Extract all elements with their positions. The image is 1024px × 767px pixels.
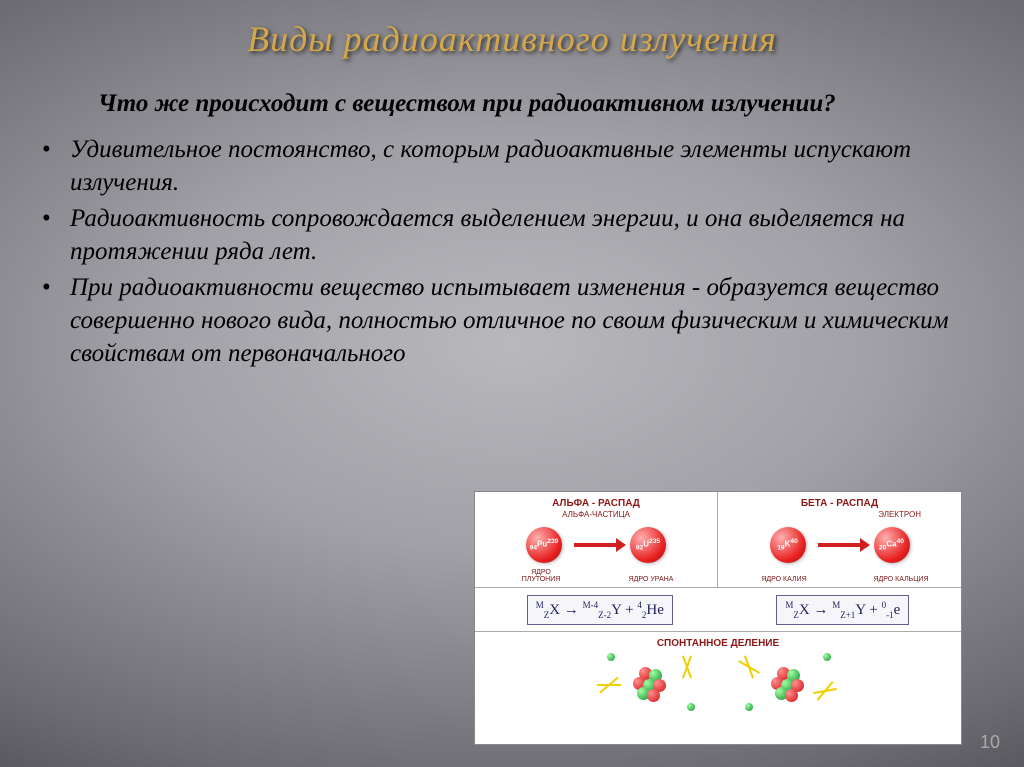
bullet-text: Удивительное постоянство, с которым ради… — [70, 133, 982, 199]
question-text: Что же происходит с веществом при радиоа… — [42, 88, 982, 121]
beta-equation: MZX → MZ+1Y + 0-1e — [776, 595, 909, 625]
bullet-text: Радиоактивность сопровождается выделение… — [70, 202, 982, 268]
alpha-subtitle: АЛЬФА-ЧАСТИЦА — [475, 510, 717, 519]
alpha-decay-panel: АЛЬФА - РАСПАД АЛЬФА-ЧАСТИЦА 94Pu239 92U… — [475, 492, 718, 587]
bullet-item: • При радиоактивности вещество испытывае… — [42, 271, 982, 370]
beta-decay-panel: БЕТА - РАСПАД ЭЛЕКТРОН 19K40 20Ca40 ЯДРО… — [718, 492, 961, 587]
nucleus-icon: 20Ca40 — [874, 527, 910, 563]
beta-subtitle: ЭЛЕКТРОН — [718, 510, 961, 519]
arrow-icon — [818, 543, 862, 547]
fission-cluster-icon — [625, 659, 673, 707]
nucleus-caption: ЯДРО ПЛУТОНИЯ — [511, 569, 571, 583]
slide-title: Виды радиоактивного излучения — [0, 0, 1024, 60]
nucleus-icon: 92U235 — [630, 527, 666, 563]
bullet-list: • Удивительное постоянство, с которым ра… — [42, 133, 982, 370]
nucleus-caption: ЯДРО КАЛЬЦИЯ — [871, 576, 931, 583]
nucleus-icon: 94Pu239 — [526, 527, 562, 563]
fission-cluster-icon — [763, 659, 811, 707]
equations-row: MZX → M-4Z-2Y + 42He MZX → MZ+1Y + 0-1e — [475, 588, 961, 632]
content-area: Что же происходит с веществом при радиоа… — [0, 60, 1024, 370]
bullet-text: При радиоактивности вещество испытывает … — [70, 271, 982, 370]
bullet-dot-icon: • — [42, 133, 70, 199]
fission-panel: СПОНТАННОЕ ДЕЛЕНИЕ — [475, 632, 961, 744]
fission-title: СПОНТАННОЕ ДЕЛЕНИЕ — [475, 632, 961, 649]
bullet-item: • Радиоактивность сопровождается выделен… — [42, 202, 982, 268]
decay-row: АЛЬФА - РАСПАД АЛЬФА-ЧАСТИЦА 94Pu239 92U… — [475, 492, 961, 588]
bullet-dot-icon: • — [42, 202, 70, 268]
bullet-dot-icon: • — [42, 271, 70, 370]
arrow-icon — [574, 543, 618, 547]
slide-number: 10 — [980, 732, 1000, 753]
nucleus-caption: ЯДРО КАЛИЯ — [754, 576, 814, 583]
decay-diagram: АЛЬФА - РАСПАД АЛЬФА-ЧАСТИЦА 94Pu239 92U… — [474, 491, 962, 745]
alpha-title: АЛЬФА - РАСПАД — [475, 498, 717, 509]
bullet-item: • Удивительное постоянство, с которым ра… — [42, 133, 982, 199]
beta-title: БЕТА - РАСПАД — [718, 498, 961, 509]
nucleus-caption: ЯДРО УРАНА — [621, 576, 681, 583]
alpha-equation: MZX → M-4Z-2Y + 42He — [527, 595, 673, 625]
nucleus-icon: 19K40 — [770, 527, 806, 563]
